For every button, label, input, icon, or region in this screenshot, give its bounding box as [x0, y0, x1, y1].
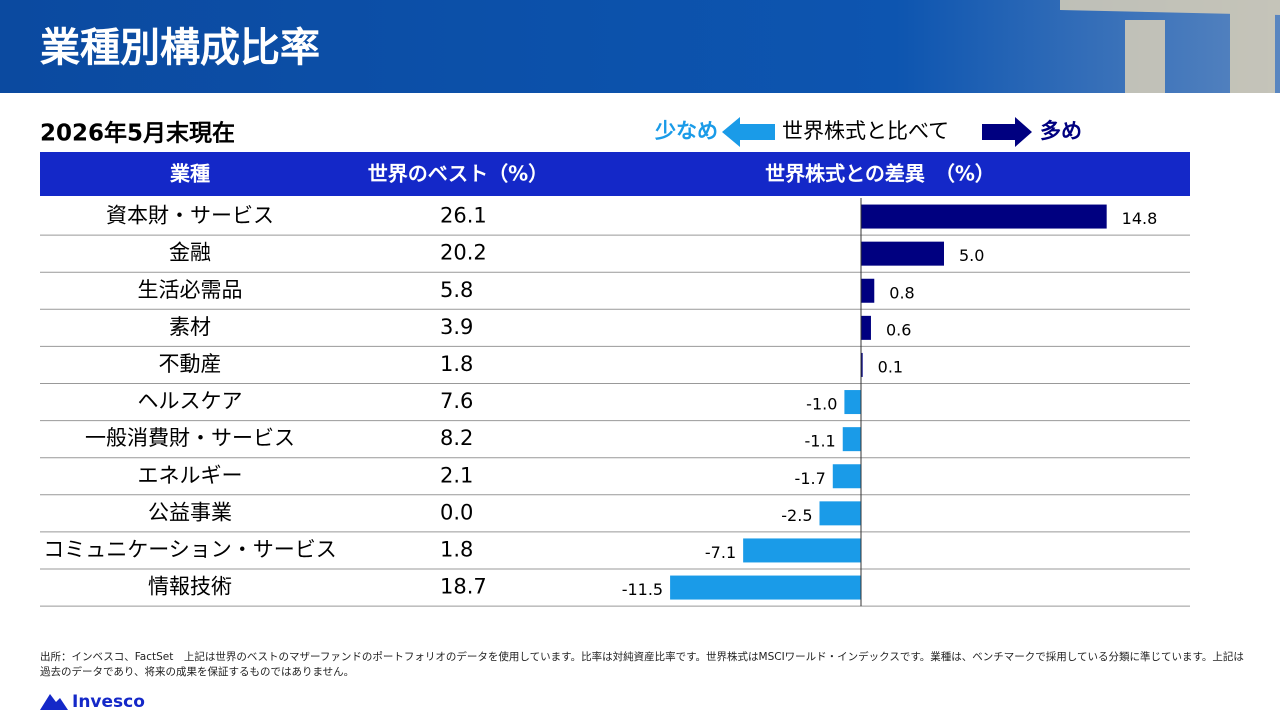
brand: Invesco [72, 692, 145, 712]
sector: 生活必需品 [138, 278, 243, 302]
date: 2026年5月末現在 [40, 120, 235, 147]
legend-more: 多め [1040, 119, 1082, 143]
bar [844, 390, 861, 415]
column-header: 業種 [170, 162, 210, 186]
sector: 金融 [169, 241, 211, 265]
bar-label: -11.5 [622, 580, 663, 599]
table-header [40, 152, 1190, 196]
bar [819, 501, 861, 526]
logo: Invesco [40, 692, 145, 712]
sector: ヘルスケア [138, 389, 243, 413]
sector: 情報技術 [148, 575, 232, 599]
bar [861, 315, 871, 340]
bar [832, 464, 861, 489]
weight: 3.9 [440, 315, 473, 339]
title: 業種別構成比率 [40, 25, 320, 71]
bar [861, 241, 944, 266]
sector: 不動産 [159, 352, 222, 376]
bar-label: -7.1 [705, 543, 736, 562]
sector: 資本財・サービス [106, 204, 274, 228]
arrow-left [722, 117, 775, 147]
weight: 18.7 [440, 575, 487, 599]
weight: 20.2 [440, 241, 487, 265]
weight: 7.6 [440, 389, 473, 413]
pillars [1060, 0, 1280, 93]
bar [842, 427, 861, 452]
sector: コミュニケーション・サービス [43, 537, 337, 561]
weight: 0.0 [440, 500, 473, 524]
weight: 1.8 [440, 352, 473, 376]
weight: 26.1 [440, 204, 487, 228]
bar-label: 14.8 [1122, 209, 1158, 228]
sector: 公益事業 [148, 500, 232, 524]
bar-label: -1.1 [805, 432, 836, 451]
bar-label: -2.5 [781, 506, 812, 525]
bar-label: -1.7 [795, 469, 826, 488]
bar-label: -1.0 [806, 395, 837, 414]
bar-label: 0.6 [886, 320, 911, 339]
bar [743, 538, 861, 563]
bar-label: 0.1 [878, 357, 903, 376]
weight: 8.2 [440, 426, 473, 450]
header-band [0, 0, 1280, 93]
bar-label: 5.0 [959, 246, 984, 265]
weight: 1.8 [440, 537, 473, 561]
bar [861, 278, 875, 303]
bar-label: 0.8 [889, 283, 914, 302]
sector: エネルギー [138, 463, 243, 487]
legend-less: 少なめ [654, 119, 718, 143]
weight: 5.8 [440, 278, 473, 302]
bar [861, 352, 863, 377]
footnote: 出所：インベスコ、FactSet 上記は世界のベストのマザーファンドのポートフォ… [40, 651, 1244, 678]
sector: 素材 [169, 315, 211, 339]
column-header: 世界株式との差異 （%） [765, 162, 995, 186]
column-header: 世界のベスト（%） [368, 162, 548, 186]
bar [670, 575, 861, 600]
sector: 一般消費財・サービス [85, 426, 295, 450]
bar [861, 204, 1107, 229]
weight: 2.1 [440, 463, 473, 487]
arrow-right [982, 117, 1032, 147]
legend-middle: 世界株式と比べて [782, 119, 949, 143]
